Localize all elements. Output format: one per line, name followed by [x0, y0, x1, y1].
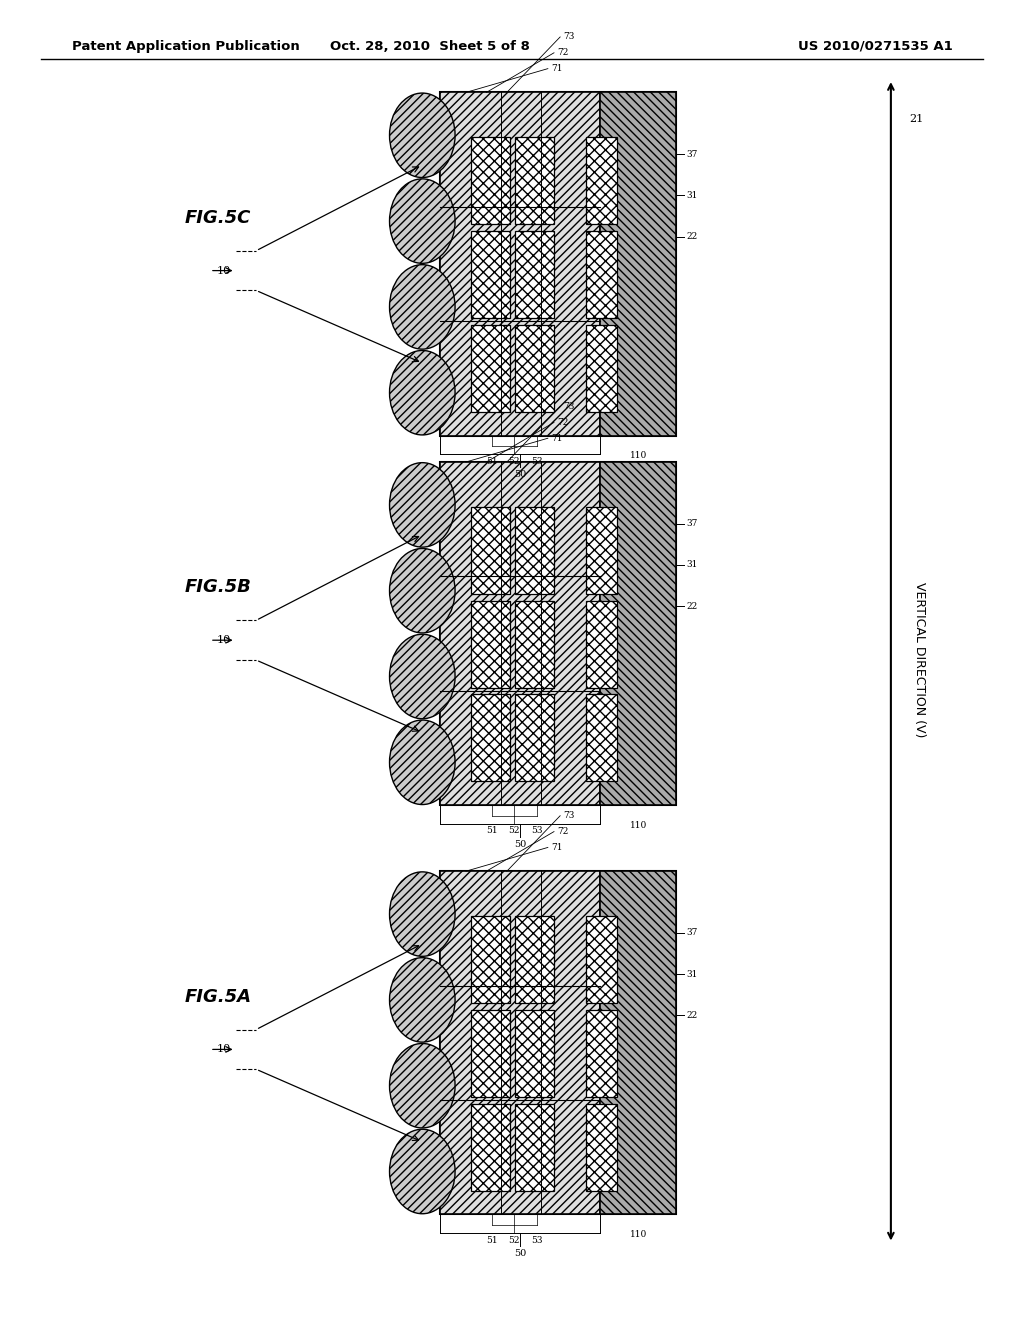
Bar [515, 1104, 554, 1191]
Text: 73: 73 [563, 812, 574, 820]
Text: 53: 53 [530, 457, 543, 466]
Text: Oct. 28, 2010  Sheet 5 of 8: Oct. 28, 2010 Sheet 5 of 8 [330, 40, 530, 53]
Bar [515, 601, 554, 688]
Text: 50: 50 [514, 470, 526, 479]
Bar [515, 916, 554, 1003]
Bar [471, 694, 510, 781]
Text: US 2010/0271535 A1: US 2010/0271535 A1 [798, 40, 952, 53]
Text: 37: 37 [686, 149, 697, 158]
Text: 52: 52 [508, 826, 520, 836]
Bar [440, 92, 600, 436]
Text: 71: 71 [551, 434, 562, 442]
Bar [515, 231, 554, 318]
Bar [515, 137, 554, 224]
Bar [586, 1104, 616, 1191]
Text: 72: 72 [557, 828, 568, 836]
Text: 37: 37 [686, 928, 697, 937]
Text: 72: 72 [557, 49, 568, 57]
Text: 10: 10 [216, 265, 230, 276]
Text: VERTICAL DIRECTION (V): VERTICAL DIRECTION (V) [913, 582, 926, 738]
Bar [471, 231, 510, 318]
Text: 31: 31 [686, 191, 697, 199]
Text: 52: 52 [508, 1236, 520, 1245]
Text: 71: 71 [551, 65, 562, 73]
Text: 31: 31 [686, 561, 697, 569]
Bar [600, 871, 676, 1214]
Text: 51: 51 [485, 826, 498, 836]
Text: 73: 73 [563, 33, 574, 41]
Bar [471, 916, 510, 1003]
Bar [586, 601, 616, 688]
Circle shape [389, 264, 455, 348]
Bar [600, 92, 676, 436]
Text: 51: 51 [485, 457, 498, 466]
Text: 73: 73 [563, 403, 574, 411]
Circle shape [389, 462, 455, 546]
Text: 21: 21 [909, 114, 924, 124]
Text: 110: 110 [630, 451, 647, 461]
Bar [471, 601, 510, 688]
Text: 53: 53 [530, 1236, 543, 1245]
Text: 50: 50 [514, 840, 526, 849]
Text: 110: 110 [630, 1230, 647, 1239]
Text: 72: 72 [557, 418, 568, 426]
Text: 71: 71 [551, 843, 562, 851]
Bar [515, 325, 554, 412]
Circle shape [389, 92, 455, 177]
Bar [471, 507, 510, 594]
Text: 110: 110 [630, 821, 647, 830]
Bar [440, 92, 676, 436]
Bar [586, 325, 616, 412]
Text: 51: 51 [485, 1236, 498, 1245]
Bar [586, 507, 616, 594]
Bar [440, 462, 676, 805]
Bar [600, 462, 676, 805]
Text: 53: 53 [530, 826, 543, 836]
Circle shape [389, 958, 455, 1043]
Bar [586, 137, 616, 224]
Bar [471, 137, 510, 224]
Text: FIG.5B: FIG.5B [184, 578, 251, 597]
Bar [440, 871, 676, 1214]
Bar [440, 871, 600, 1214]
Text: 50: 50 [514, 1249, 526, 1258]
Text: 22: 22 [686, 602, 697, 611]
Bar [586, 916, 616, 1003]
Bar [586, 1010, 616, 1097]
Bar [586, 694, 616, 781]
Text: FIG.5A: FIG.5A [184, 987, 251, 1006]
Bar [515, 694, 554, 781]
Bar [471, 1104, 510, 1191]
Circle shape [389, 549, 455, 634]
Text: 37: 37 [686, 519, 697, 528]
Circle shape [389, 634, 455, 718]
Bar [471, 325, 510, 412]
Text: 52: 52 [508, 457, 520, 466]
Text: 10: 10 [216, 635, 230, 645]
Text: Patent Application Publication: Patent Application Publication [72, 40, 299, 53]
Bar [586, 231, 616, 318]
Circle shape [389, 873, 455, 956]
Text: 10: 10 [216, 1044, 230, 1055]
Text: 31: 31 [686, 970, 697, 978]
Circle shape [389, 1043, 455, 1127]
Circle shape [389, 1130, 455, 1214]
Text: FIG.5C: FIG.5C [184, 209, 251, 227]
Bar [471, 1010, 510, 1097]
Circle shape [389, 178, 455, 263]
Bar [515, 507, 554, 594]
Circle shape [389, 721, 455, 805]
Circle shape [389, 350, 455, 434]
Text: 22: 22 [686, 232, 697, 242]
Bar [440, 462, 600, 805]
Text: 22: 22 [686, 1011, 697, 1020]
Bar [515, 1010, 554, 1097]
